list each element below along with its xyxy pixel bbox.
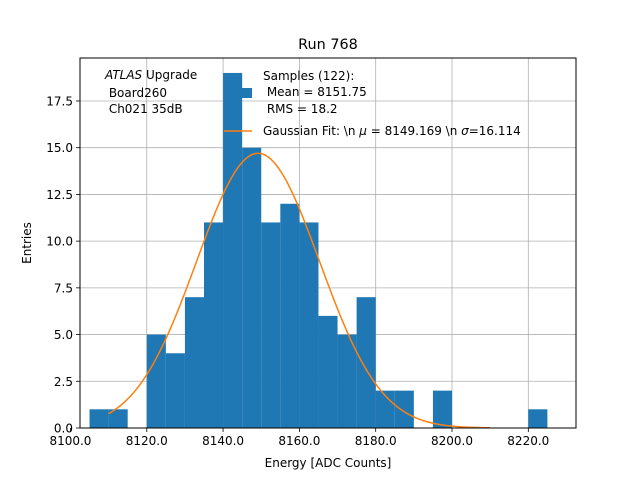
- annotation-line-2: Board260: [105, 86, 167, 100]
- x-tick-label: 8140.0: [202, 434, 244, 448]
- x-tick-label: 8160.0: [278, 434, 320, 448]
- y-tick-label: 7.5: [54, 281, 73, 295]
- histogram-bar: [204, 222, 224, 428]
- chart-title: Run 768: [298, 37, 358, 53]
- x-tick-label: 8220.0: [507, 434, 549, 448]
- x-axis-label: Energy [ADC Counts]: [265, 456, 392, 470]
- histogram-bar: [89, 409, 109, 428]
- legend-mu-symbol: μ: [358, 124, 367, 138]
- legend-hist-swatch: [224, 88, 252, 98]
- x-axis-ticks: 8100.0 8120.0 8140.0 8160.0 8180.0 8200.0 8220…: [49, 428, 549, 448]
- histogram-bar: [528, 409, 548, 428]
- legend-hist-line-3: RMS = 18.2: [263, 102, 338, 116]
- y-axis-ticks: 0.0 2.5 5.0 7.5 10.0 12.5 15.0 17.5: [46, 94, 80, 436]
- plot-frame: [79, 57, 577, 429]
- y-tick-label: 0.0: [54, 422, 73, 436]
- histogram-bar: [337, 334, 357, 428]
- histogram-bars: [89, 72, 548, 429]
- atlas-annotation: ATLAS Upgrade Board260 Ch021 35dB: [104, 68, 197, 116]
- annotation-line-1: ATLAS Upgrade: [104, 68, 197, 82]
- histogram-bar: [146, 334, 166, 428]
- gaussian-fit: [108, 152, 491, 429]
- y-tick-label: 5.0: [54, 328, 73, 342]
- annotation-line-3: Ch021 35dB: [105, 102, 183, 116]
- histogram-bar: [184, 297, 204, 428]
- x-tick-label: 8180.0: [355, 434, 397, 448]
- x-tick-label: 8120.0: [126, 434, 168, 448]
- annotation-atlas: ATLAS: [104, 68, 143, 82]
- histogram-bar: [108, 409, 128, 428]
- legend-fit-label: Gaussian Fit: \n μ = 8149.169 \n σ=16.11…: [263, 124, 521, 138]
- legend: Samples (122): Mean = 8151.75 RMS = 18.2…: [224, 69, 521, 138]
- fit-curve: [108, 152, 491, 429]
- x-tick-label: 8100.0: [49, 434, 91, 448]
- x-tick-label: 8200.0: [431, 434, 473, 448]
- y-tick-label: 10.0: [46, 235, 73, 249]
- y-tick-label: 2.5: [54, 375, 73, 389]
- y-tick-label: 17.5: [46, 94, 73, 108]
- y-axis-label: Entries: [20, 222, 34, 264]
- histogram-bar: [299, 222, 319, 428]
- annotation-upgrade: Upgrade: [142, 68, 197, 82]
- legend-sigma-symbol: σ: [461, 124, 469, 138]
- y-tick-label: 12.5: [46, 188, 73, 202]
- histogram-bar: [165, 353, 185, 428]
- legend-hist-line-2: Mean = 8151.75: [263, 85, 367, 99]
- histogram-bar: [280, 203, 300, 428]
- histogram-bar: [432, 390, 452, 428]
- histogram-bar: [356, 297, 376, 428]
- histogram-bar: [318, 315, 338, 428]
- histogram-bar: [223, 72, 243, 428]
- histogram-bar: [261, 222, 281, 428]
- histogram-bar: [242, 147, 262, 429]
- legend-hist-line-1: Samples (122):: [263, 69, 354, 83]
- histogram-bar: [394, 390, 414, 428]
- y-tick-label: 15.0: [46, 141, 73, 155]
